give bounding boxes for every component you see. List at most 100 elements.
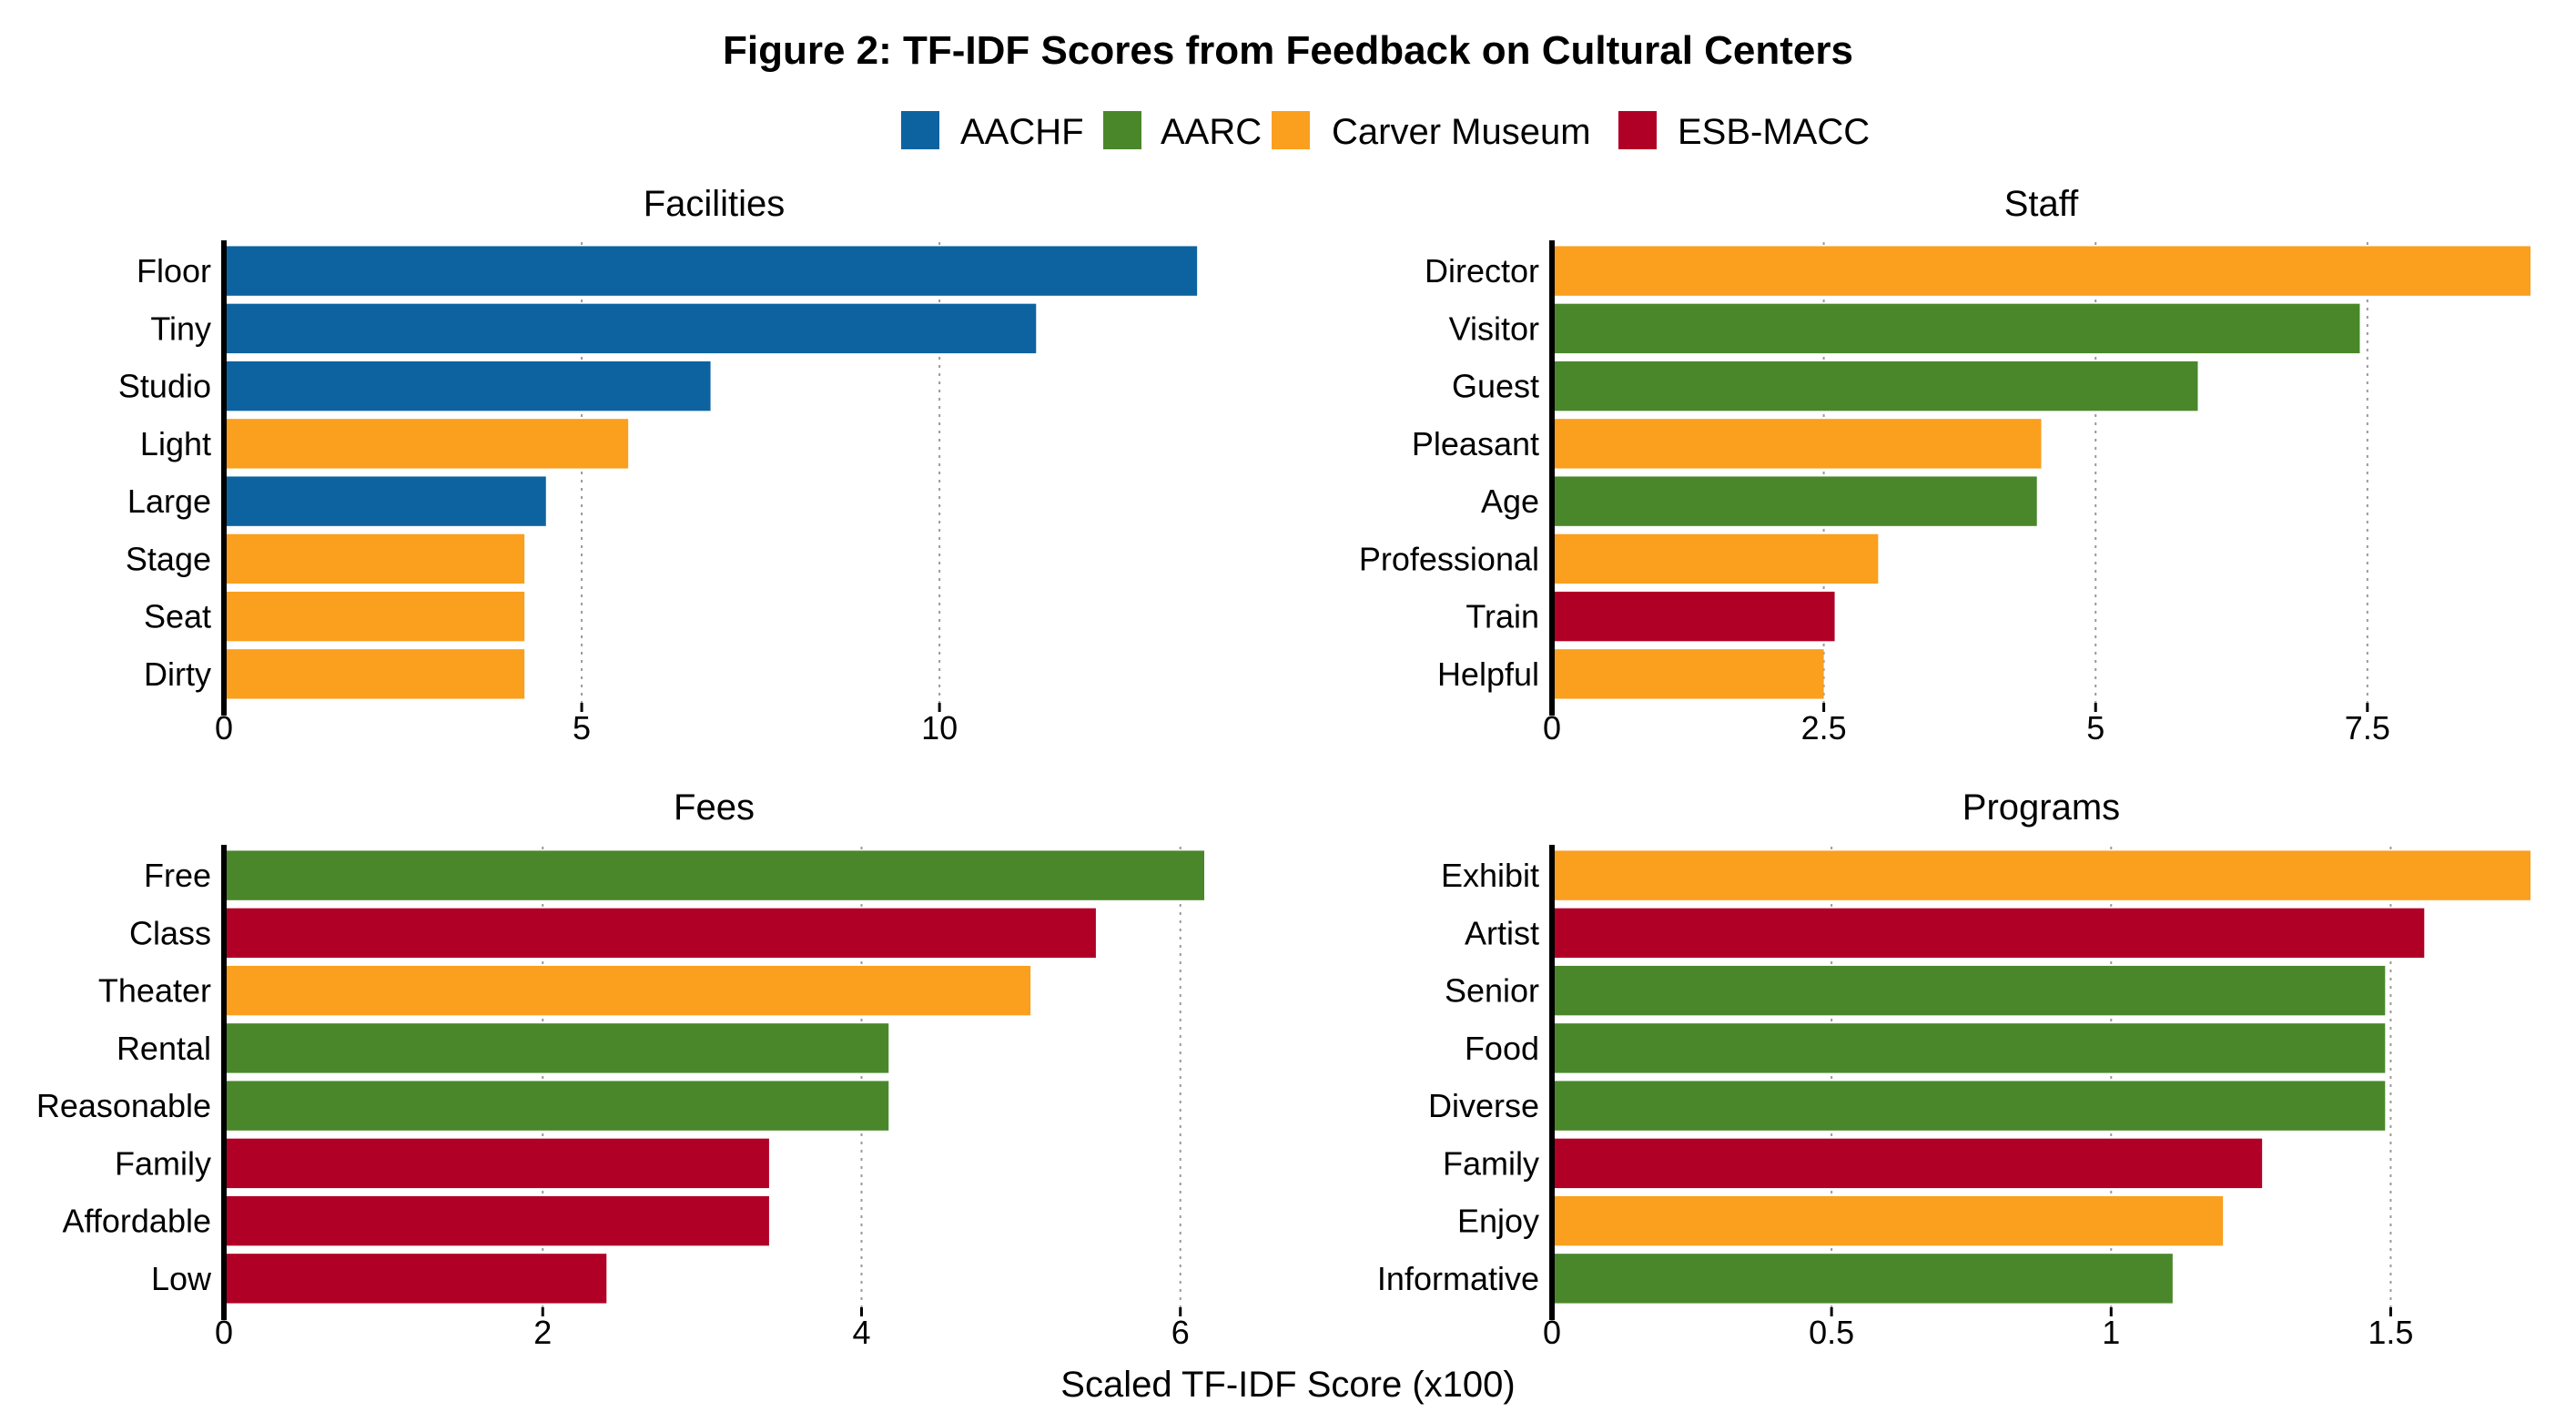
bar-facilities-large: [224, 476, 546, 526]
bar-staff-pleasant: [1552, 419, 2042, 469]
category-label-programs-senior: Senior: [1445, 972, 1539, 1010]
panel-fees: Fees Free Class Theater Rental Reasonable Fami…: [36, 787, 1204, 1351]
bar-fees-family: [224, 1138, 769, 1189]
legend-label-aarc: AARC: [1161, 112, 1262, 152]
legend-swatch-esb-macc: [1618, 111, 1657, 149]
category-label-facilities-floor: Floor: [137, 252, 211, 289]
tick-label-fees-1: 2: [533, 1314, 552, 1351]
category-label-programs-enjoy: Enjoy: [1457, 1203, 1539, 1240]
bar-fees-reasonable: [224, 1081, 889, 1131]
category-label-programs-diverse: Diverse: [1428, 1087, 1539, 1124]
category-label-facilities-stage: Stage: [126, 540, 211, 577]
category-label-staff-age: Age: [1481, 482, 1539, 520]
bar-programs-food: [1552, 1023, 2386, 1073]
category-label-fees-low: Low: [151, 1260, 212, 1297]
panel-title-facilities: Facilities: [644, 184, 786, 224]
tick-label-staff-1: 2.5: [1801, 709, 1847, 747]
bar-facilities-light: [224, 419, 629, 469]
category-label-fees-family: Family: [115, 1144, 211, 1182]
panel-title-programs: Programs: [1962, 787, 2120, 828]
category-label-facilities-dirty: Dirty: [144, 655, 211, 693]
category-label-staff-guest: Guest: [1452, 368, 1539, 405]
legend-swatch-aarc: [1103, 111, 1141, 149]
bar-fees-theater: [224, 965, 1031, 1016]
panel-title-staff: Staff: [2004, 184, 2079, 224]
tick-label-staff-3: 7.5: [2345, 709, 2390, 747]
tick-label-programs-0: 0: [1543, 1314, 1561, 1351]
bar-programs-enjoy: [1552, 1195, 2224, 1246]
category-label-programs-family: Family: [1443, 1144, 1539, 1182]
panel-staff: Staff Director Visitor Guest Pleasant Age Prof…: [1359, 184, 2530, 747]
category-label-facilities-light: Light: [140, 425, 211, 462]
legend-label-esb-macc: ESB-MACC: [1678, 112, 1870, 152]
category-label-staff-director: Director: [1425, 252, 1539, 289]
bar-programs-exhibit: [1552, 850, 2530, 900]
tick-label-programs-1: 0.5: [1809, 1314, 1854, 1351]
category-label-facilities-tiny: Tiny: [150, 310, 211, 347]
bar-programs-diverse: [1552, 1081, 2386, 1131]
bar-staff-train: [1552, 591, 1835, 642]
category-label-staff-visitor: Visitor: [1449, 310, 1539, 347]
category-label-staff-pleasant: Pleasant: [1412, 425, 1539, 462]
bar-staff-director: [1552, 246, 2530, 296]
bar-facilities-stage: [224, 533, 525, 584]
chart-panels: Facilities Floor Tiny Studio Light Large Stage…: [36, 184, 2530, 1351]
tick-label-programs-2: 1: [2102, 1314, 2120, 1351]
tick-label-staff-2: 5: [2086, 709, 2104, 747]
tick-label-facilities-2: 10: [921, 709, 958, 747]
bar-programs-informative: [1552, 1254, 2173, 1304]
category-label-programs-food: Food: [1465, 1030, 1539, 1067]
bar-facilities-tiny: [224, 303, 1037, 354]
bar-programs-family: [1552, 1138, 2263, 1189]
category-label-fees-free: Free: [144, 857, 211, 894]
category-label-staff-train: Train: [1465, 598, 1539, 635]
category-label-facilities-seat: Seat: [144, 598, 211, 635]
figure-title: Figure 2: TF-IDF Scores from Feedback on…: [723, 28, 1853, 73]
legend-label-carver-museum: Carver Museum: [1332, 112, 1591, 152]
bar-programs-senior: [1552, 965, 2386, 1016]
category-label-programs-exhibit: Exhibit: [1441, 857, 1539, 894]
category-label-staff-professional: Professional: [1359, 540, 1539, 577]
x-axis-title: Scaled TF-IDF Score (x100): [1060, 1365, 1515, 1405]
bar-facilities-studio: [224, 361, 711, 411]
bar-fees-class: [224, 908, 1096, 959]
panel-title-fees: Fees: [674, 787, 755, 828]
category-label-facilities-large: Large: [127, 482, 211, 520]
tick-label-fees-0: 0: [215, 1314, 233, 1351]
category-label-fees-class: Class: [129, 914, 211, 951]
panel-programs: Programs Exhibit Artist Senior Food Diverse Fa…: [1377, 787, 2530, 1351]
legend: AACHF AARC Carver Museum ESB-MACC: [901, 111, 1870, 152]
legend-swatch-carver-museum: [1272, 111, 1310, 149]
category-label-fees-theater: Theater: [98, 972, 211, 1010]
bar-staff-professional: [1552, 533, 1879, 584]
bar-fees-rental: [224, 1023, 889, 1073]
bar-staff-visitor: [1552, 303, 2360, 354]
bar-staff-age: [1552, 476, 2037, 526]
bar-programs-artist: [1552, 908, 2425, 959]
tick-label-facilities-0: 0: [215, 709, 233, 747]
category-label-staff-helpful: Helpful: [1437, 655, 1539, 693]
bar-fees-free: [224, 850, 1204, 900]
tick-label-programs-3: 1.5: [2368, 1314, 2413, 1351]
category-label-programs-artist: Artist: [1465, 914, 1539, 951]
legend-swatch-aachf: [901, 111, 939, 149]
bar-staff-helpful: [1552, 649, 1824, 699]
bar-staff-guest: [1552, 361, 2198, 411]
tick-label-fees-2: 4: [852, 1314, 870, 1351]
bar-facilities-dirty: [224, 649, 525, 699]
legend-label-aachf: AACHF: [960, 112, 1084, 152]
bar-fees-affordable: [224, 1195, 769, 1246]
panel-facilities: Facilities Floor Tiny Studio Light Large Stage…: [118, 184, 1198, 747]
tick-label-facilities-1: 5: [573, 709, 591, 747]
tick-label-staff-0: 0: [1543, 709, 1561, 747]
category-label-fees-rental: Rental: [117, 1030, 211, 1067]
category-label-programs-informative: Informative: [1377, 1260, 1539, 1297]
bar-facilities-seat: [224, 591, 525, 642]
bar-facilities-floor: [224, 246, 1198, 296]
bar-fees-low: [224, 1254, 607, 1304]
category-label-fees-reasonable: Reasonable: [36, 1087, 211, 1124]
tick-label-fees-3: 6: [1171, 1314, 1190, 1351]
category-label-fees-affordable: Affordable: [63, 1203, 211, 1240]
category-label-facilities-studio: Studio: [118, 368, 211, 405]
